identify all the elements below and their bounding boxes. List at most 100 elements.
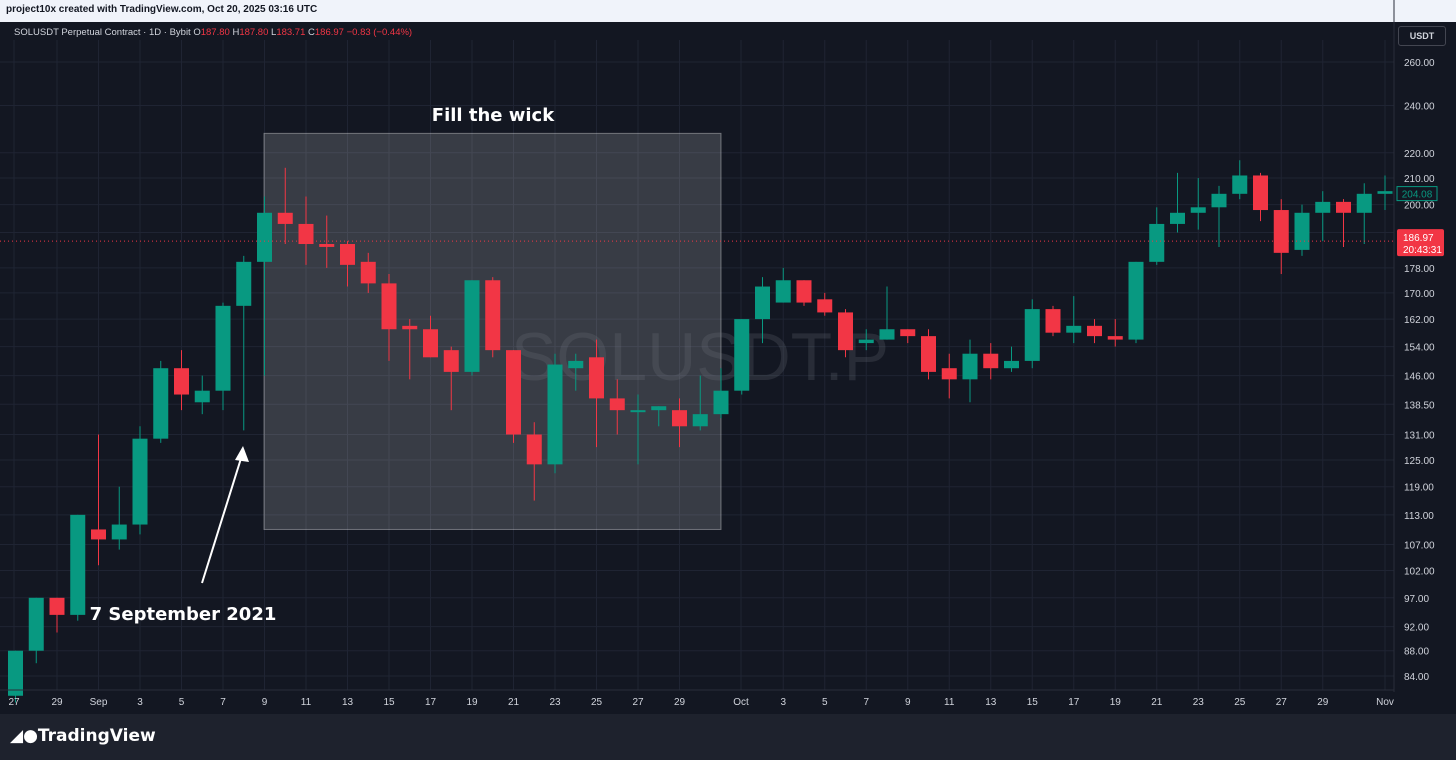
candle-body (630, 410, 646, 413)
candle-up (1356, 183, 1372, 245)
candle-body (692, 414, 708, 427)
candle-up (1170, 172, 1185, 233)
candle-body (111, 524, 127, 540)
legend-high: 187.80 (239, 27, 269, 38)
candle-body (921, 336, 936, 372)
date-tick-label: 15 (383, 697, 395, 708)
candle-down (941, 353, 957, 399)
date-tick-label: 29 (1317, 697, 1329, 708)
candle-down (443, 346, 459, 411)
candle-up (1211, 185, 1227, 247)
arrow-head-icon (235, 446, 249, 462)
candle-up (775, 267, 791, 303)
candle-down (796, 280, 812, 306)
candle-body (672, 410, 687, 427)
candle-body (1190, 207, 1206, 213)
candle-body (1170, 212, 1185, 224)
box-label: Fill the wick (432, 105, 555, 126)
candle-body (70, 514, 86, 615)
candle-up (1294, 204, 1310, 256)
candle-down (277, 167, 293, 245)
date-tick-label: Nov (1376, 697, 1394, 708)
date-tick-label: 9 (262, 697, 268, 708)
candle-body (858, 339, 874, 344)
candle-up (879, 286, 895, 340)
price-tick-label: 102.00 (1404, 566, 1435, 577)
candle-down (360, 252, 376, 293)
legend-open-label: O (193, 27, 201, 38)
last-price-badge (1397, 229, 1444, 257)
date-tick-label: 3 (137, 697, 143, 708)
candle-body (236, 261, 252, 306)
date-tick-label: 27 (1276, 697, 1288, 708)
candle-up (215, 302, 231, 411)
date-axis: 27 29 Sep 3 5 7 9 11 13 15 17 19 21 23 25 27 29 Oct 3 5 7 9 11… (0, 689, 1394, 708)
candle-body (215, 305, 231, 391)
candle-down (838, 309, 853, 358)
date-tick-label: 17 (425, 697, 437, 708)
date-tick-label: 27 (632, 697, 644, 708)
chart-area[interactable] (0, 22, 1456, 714)
price-tick-label: 170.00 (1404, 289, 1435, 300)
date-tick-label: 7 (863, 697, 869, 708)
date-tick-label: 3 (780, 697, 786, 708)
candle-down (983, 343, 999, 380)
candle-body (547, 364, 563, 465)
candle-body (713, 390, 729, 415)
candle-body (194, 390, 210, 403)
date-tick-label: 23 (1193, 697, 1205, 708)
candle-body (962, 353, 978, 380)
arrow-label: 7 September 2021 (90, 604, 277, 625)
price-tick-label: 220.00 (1404, 149, 1435, 160)
export-header-text: project10x created with TradingView.com,… (6, 4, 318, 15)
date-tick-label: 11 (301, 697, 312, 708)
candle-body (755, 286, 770, 320)
prev-price-text: 204.08 (1402, 190, 1433, 201)
candle-body (526, 434, 542, 465)
candle-down (381, 274, 397, 361)
candle-up (651, 406, 667, 427)
candle-body (941, 368, 957, 380)
price-tick-label: 162.00 (1404, 315, 1435, 326)
candle-body (464, 280, 480, 372)
price-tick-label: 92.00 (1404, 623, 1429, 634)
candle-body (257, 212, 272, 262)
price-tick-label: 84.00 (1404, 672, 1429, 683)
price-tick-label: 97.00 (1404, 594, 1429, 605)
candle-body (381, 283, 397, 330)
candle-up (755, 277, 770, 344)
countdown-text: 20:43:31 (1403, 245, 1442, 256)
candle-down (1253, 172, 1268, 222)
currency-unit-button[interactable]: USDT (1398, 26, 1446, 46)
candle-down (1045, 305, 1061, 337)
date-tick-label: 5 (822, 697, 828, 708)
legend-change: −0.83 (−0.44%) (346, 27, 413, 38)
candle-body (298, 223, 314, 245)
candle-body (91, 529, 106, 540)
legend-close: 186.97 (314, 27, 344, 38)
price-tick-label: 260.00 (1404, 58, 1435, 69)
date-tick-label: 7 (220, 697, 226, 708)
tradingview-logo[interactable]: ◢● TradingView (10, 726, 156, 746)
candle-up (257, 196, 272, 376)
candle-up (568, 353, 584, 391)
candle-up (132, 426, 148, 535)
date-tick-label: 13 (342, 697, 354, 708)
candle-down (672, 398, 687, 448)
date-tick-label: 13 (985, 697, 997, 708)
candle-down (423, 315, 438, 358)
candle-body (1232, 175, 1248, 194)
candle-body (1004, 360, 1019, 369)
legend-symbol: SOLUSDT Perpetual Contract · 1D · Bybit (14, 27, 191, 38)
candle-body (8, 650, 23, 696)
date-tick-label: 23 (549, 697, 561, 708)
candle-body (1315, 201, 1331, 213)
candle-up (8, 650, 23, 703)
legend-close-label: C (308, 27, 315, 38)
candle-body (340, 244, 355, 265)
candle-up (1232, 160, 1248, 200)
price-tick-label: 154.00 (1404, 343, 1435, 354)
candle-up (1149, 207, 1165, 265)
candle-down (506, 350, 521, 443)
